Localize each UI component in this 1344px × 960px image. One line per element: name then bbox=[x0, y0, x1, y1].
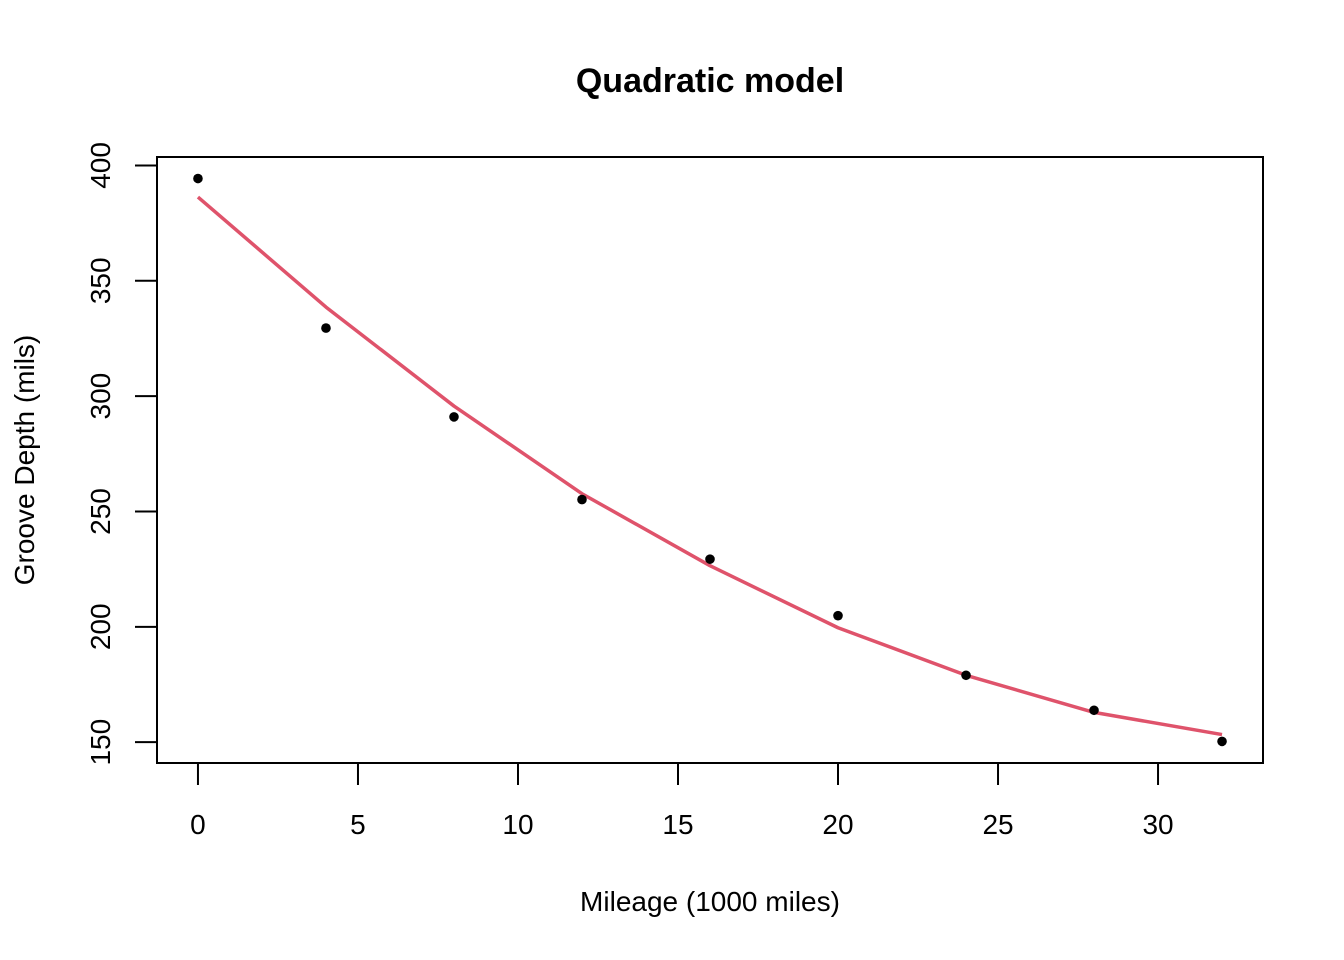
x-tick-label: 5 bbox=[350, 809, 366, 840]
x-tick-label: 30 bbox=[1142, 809, 1173, 840]
data-point bbox=[193, 173, 203, 184]
x-tick-label: 20 bbox=[822, 809, 853, 840]
data-point bbox=[961, 670, 971, 681]
data-point bbox=[577, 494, 587, 505]
plot-frame bbox=[156, 156, 1264, 764]
y-tick-label: 400 bbox=[85, 142, 116, 189]
x-tick-label: 10 bbox=[502, 809, 533, 840]
data-point bbox=[705, 554, 715, 564]
chart-title: Quadratic model bbox=[576, 62, 844, 100]
y-tick-label: 200 bbox=[85, 603, 116, 650]
y-tick-label: 250 bbox=[85, 488, 116, 535]
data-point bbox=[833, 610, 843, 621]
data-point bbox=[1217, 736, 1227, 747]
data-point bbox=[1089, 705, 1099, 716]
y-tick-label: 150 bbox=[85, 719, 116, 766]
x-axis-label: Mileage (1000 miles) bbox=[580, 886, 840, 917]
x-tick-label: 25 bbox=[982, 809, 1013, 840]
data-point bbox=[449, 412, 459, 422]
fit-line bbox=[196, 195, 1223, 737]
y-tick-label: 350 bbox=[85, 257, 116, 304]
x-tick-label: 15 bbox=[662, 809, 693, 840]
y-axis-label: Groove Depth (mils) bbox=[9, 335, 40, 586]
series-layer bbox=[193, 173, 1227, 747]
x-axis: 0 5 10 15 20 25 30 bbox=[190, 762, 1174, 840]
x-tick-label: 0 bbox=[190, 809, 206, 840]
data-point bbox=[321, 323, 331, 333]
y-tick-label: 300 bbox=[85, 373, 116, 420]
y-axis: 150 200 250 300 350 400 bbox=[85, 142, 158, 766]
